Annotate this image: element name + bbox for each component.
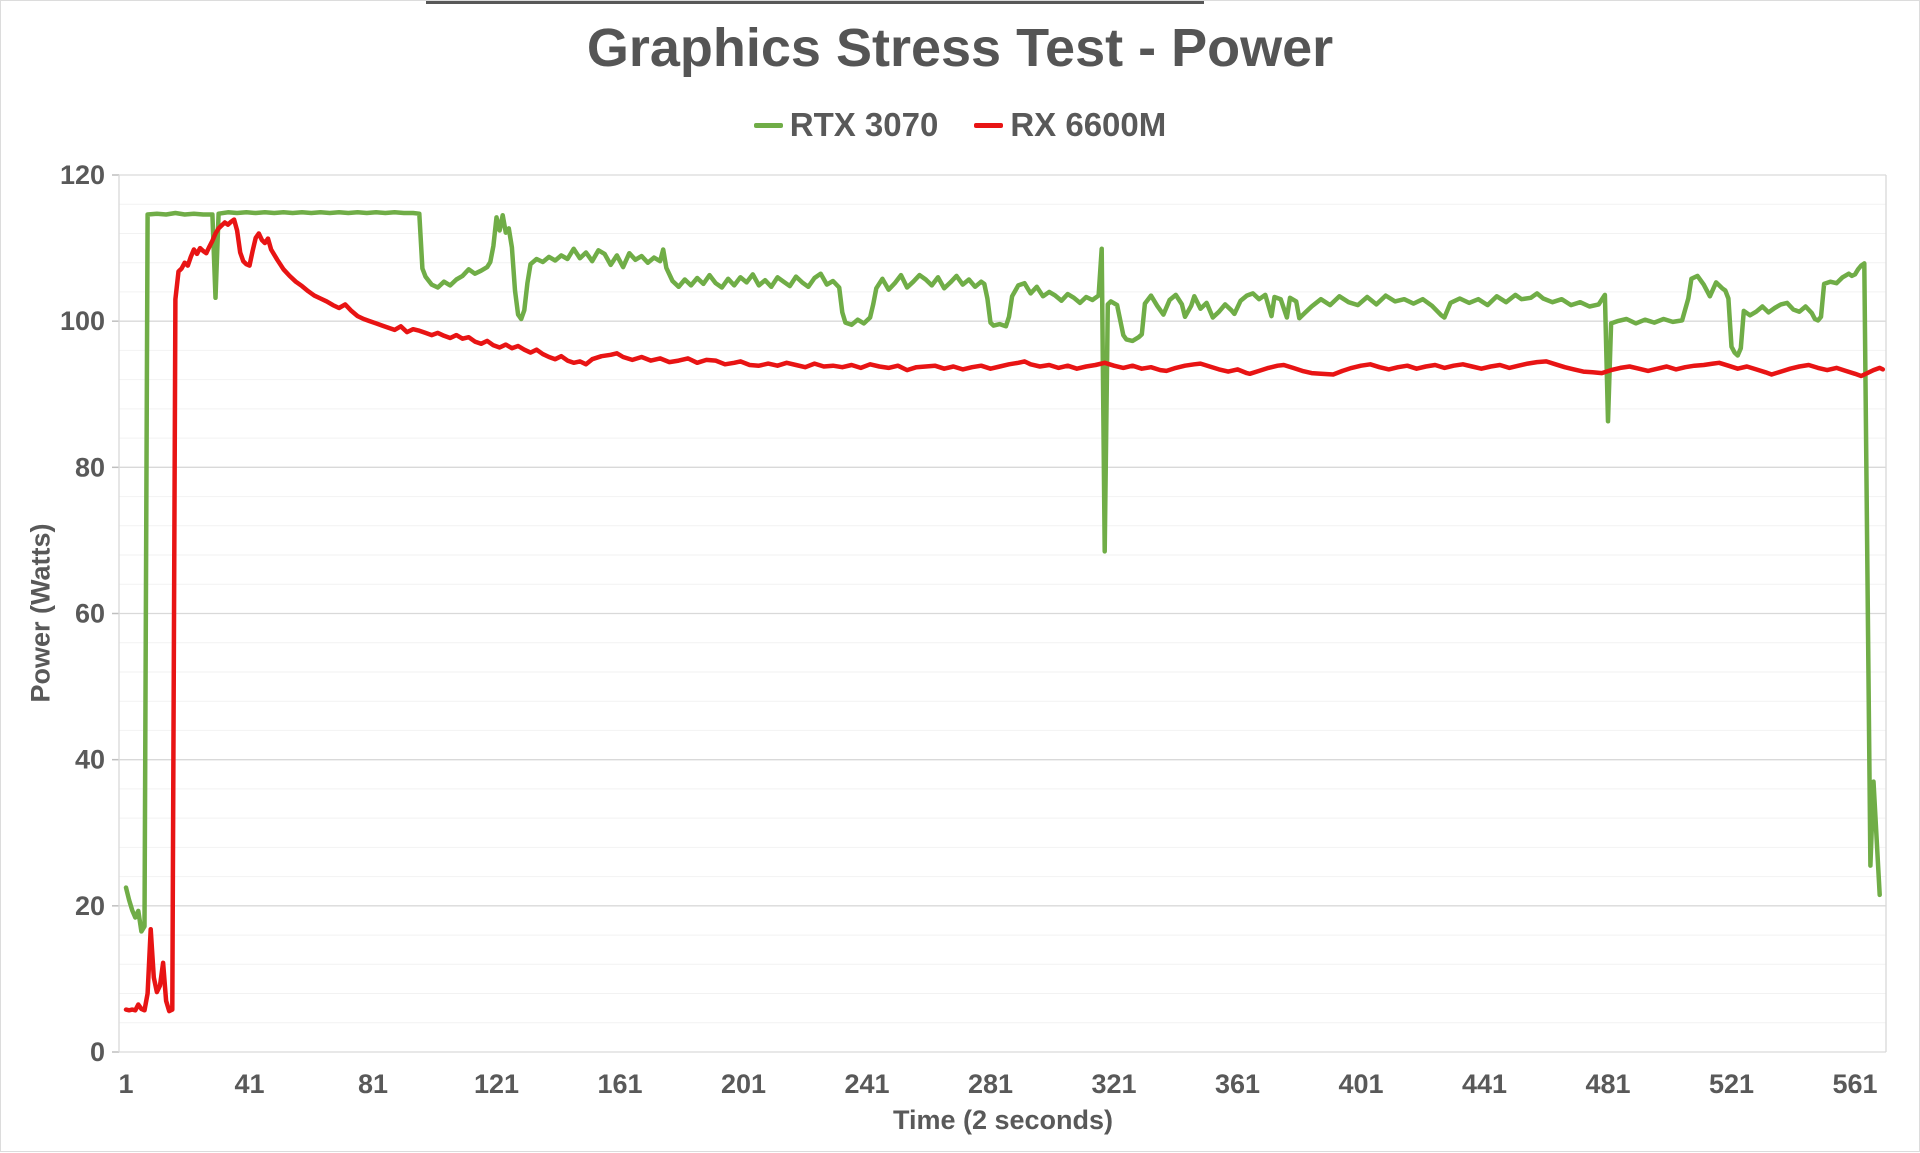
y-tick-label: 40: [75, 745, 105, 775]
x-tick-label: 281: [968, 1069, 1013, 1099]
y-tick-label: 0: [90, 1037, 105, 1067]
legend-item-rx-6600m: RX 6600M: [974, 106, 1166, 144]
x-tick-label: 121: [474, 1069, 519, 1099]
legend-swatch-rtx-3070: [753, 122, 783, 128]
x-tick-label: 1: [118, 1069, 133, 1099]
legend-swatch-rx-6600m: [974, 122, 1004, 128]
x-tick-label: 81: [358, 1069, 388, 1099]
y-axis-title: Power (Watts): [25, 523, 56, 703]
y-tick-label: 100: [60, 306, 105, 336]
chart-title: Graphics Stress Test - Power: [586, 18, 1334, 78]
series-line-rx-6600m: [123, 217, 1886, 1014]
x-axis-title: Time (2 seconds): [892, 1105, 1114, 1135]
x-tick-label: 201: [721, 1069, 766, 1099]
x-tick-label: 521: [1709, 1069, 1754, 1099]
x-tick-label: 321: [1091, 1069, 1136, 1099]
legend-item-rtx-3070: RTX 3070: [753, 106, 939, 144]
x-tick-label: 561: [1832, 1069, 1877, 1099]
series-line-rtx-3070: [123, 210, 1882, 934]
x-tick-label: 481: [1585, 1069, 1630, 1099]
chart-legend: RTX 3070 RX 6600M: [1, 104, 1919, 146]
x-tick-label: 241: [844, 1069, 889, 1099]
x-tick-label: 401: [1338, 1069, 1383, 1099]
legend-label-rtx-3070: RTX 3070: [789, 106, 939, 143]
y-tick-label: 120: [60, 160, 105, 190]
y-tick-label: 60: [75, 599, 105, 629]
window-edge-artifact: [426, 1, 1204, 4]
x-tick-label: 441: [1462, 1069, 1507, 1099]
x-tick-label: 361: [1215, 1069, 1260, 1099]
x-tick-label: 161: [597, 1069, 642, 1099]
y-tick-label: 80: [75, 452, 105, 482]
x-tick-label: 41: [234, 1069, 264, 1099]
legend-label-rx-6600m: RX 6600M: [1010, 106, 1167, 143]
y-tick-label: 20: [75, 891, 105, 921]
